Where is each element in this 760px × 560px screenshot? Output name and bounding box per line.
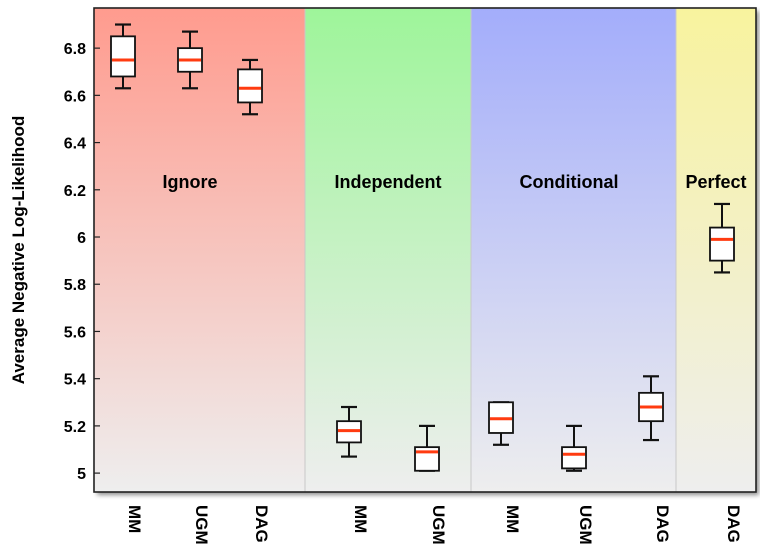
group-label: Conditional <box>520 172 619 192</box>
y-tick-label: 6.4 <box>64 136 86 153</box>
y-tick-label: 6.2 <box>64 183 86 200</box>
x-category-label: DAG <box>653 505 672 543</box>
plot-frame <box>93 7 757 493</box>
group-label: Ignore <box>162 172 217 192</box>
x-category-label: DAG <box>252 505 271 543</box>
y-tick-label: 6.8 <box>64 41 86 58</box>
box-independent-mm <box>336 405 362 458</box>
box-independent-ugm <box>414 424 440 472</box>
x-category-label: MM <box>351 505 370 533</box>
box-conditional-mm <box>488 401 514 446</box>
y-axis-title: Average Negative Log-Likelihood <box>9 116 28 385</box>
y-tick-label: 5.4 <box>64 372 86 389</box>
y-tick-label: 5.8 <box>64 277 86 294</box>
y-tick-label: 5.2 <box>64 419 86 436</box>
box-ignore-mm <box>110 23 136 90</box>
y-tick-label: 6.6 <box>64 88 86 105</box>
box-ignore-ugm <box>177 30 203 90</box>
y-tick-label: 5 <box>77 466 86 483</box>
y-tick-label: 5.6 <box>64 324 86 341</box>
box-body <box>237 68 263 104</box>
box-body <box>110 35 136 78</box>
x-category-label: MM <box>125 505 144 533</box>
box-conditional-dag <box>638 375 664 442</box>
box-body <box>561 446 587 470</box>
plot-area <box>93 7 757 493</box>
y-tick-label: 6 <box>77 230 86 247</box>
group-band-ignore <box>94 8 305 492</box>
x-category-label: DAG <box>724 505 743 543</box>
x-category-label: UGM <box>192 505 211 545</box>
group-band-independent <box>305 8 471 492</box>
box-conditional-ugm <box>561 424 587 472</box>
group-label: Perfect <box>685 172 746 192</box>
x-category-label: UGM <box>429 505 448 545</box>
group-label: Independent <box>335 172 442 192</box>
box-perfect-dag <box>709 202 735 274</box>
box-body <box>709 226 735 262</box>
x-category-label: UGM <box>576 505 595 545</box>
box-ignore-dag <box>237 58 263 116</box>
x-category-label: MM <box>503 505 522 533</box>
